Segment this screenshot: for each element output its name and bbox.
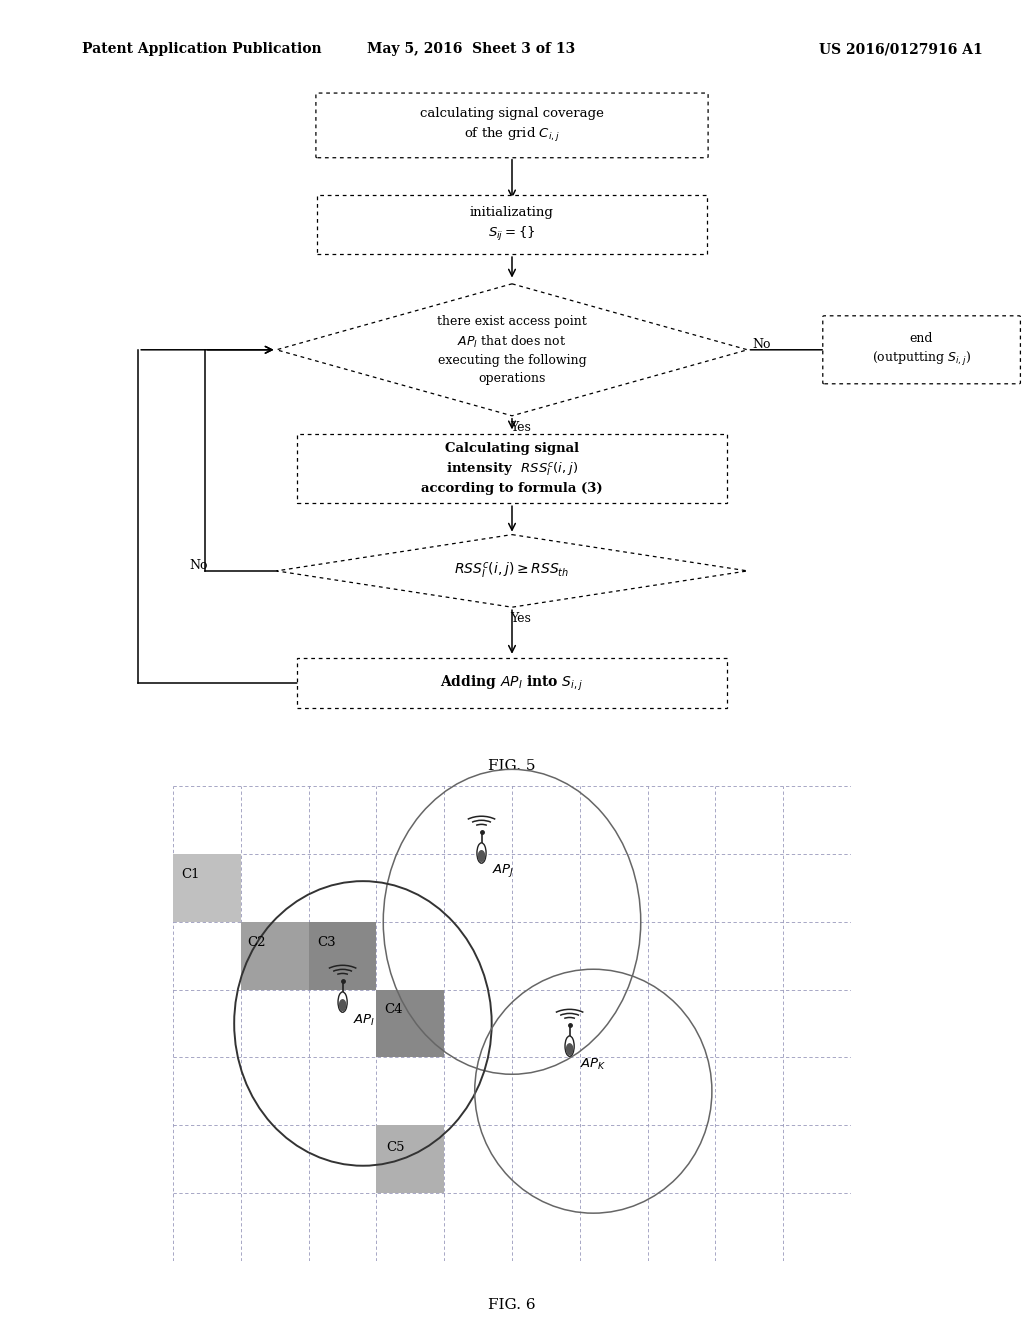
Ellipse shape: [477, 850, 485, 862]
Text: $AP_K$: $AP_K$: [580, 1056, 606, 1072]
Bar: [308, 921, 377, 990]
Ellipse shape: [477, 843, 486, 863]
Text: FIG. 6: FIG. 6: [488, 1298, 536, 1312]
Text: US 2016/0127916 A1: US 2016/0127916 A1: [819, 42, 983, 57]
Text: C3: C3: [316, 936, 336, 949]
Text: calculating signal coverage
of the grid $C_{i,j}$: calculating signal coverage of the grid …: [420, 107, 604, 144]
Bar: [377, 990, 444, 1057]
Text: C5: C5: [387, 1140, 406, 1154]
Text: $AP_I$: $AP_I$: [352, 1012, 375, 1027]
FancyBboxPatch shape: [315, 92, 709, 158]
Text: Yes: Yes: [510, 421, 530, 434]
Bar: [173, 854, 241, 921]
Text: $RSS_I^c(i,j) \geq RSS_{th}$: $RSS_I^c(i,j) \geq RSS_{th}$: [455, 561, 569, 581]
Text: Yes: Yes: [510, 612, 530, 624]
Text: initializating
$S_{ij}= \{\}$: initializating $S_{ij}= \{\}$: [470, 206, 554, 243]
Text: C1: C1: [181, 867, 200, 880]
Bar: [241, 921, 308, 990]
Text: there exist access point
$AP_I$ that does not
executing the following
operations: there exist access point $AP_I$ that doe…: [437, 315, 587, 384]
Text: C4: C4: [385, 1003, 403, 1016]
Text: May 5, 2016  Sheet 3 of 13: May 5, 2016 Sheet 3 of 13: [367, 42, 575, 57]
Text: $AP_J$: $AP_J$: [492, 862, 514, 879]
Text: end
(outputting $S_{i,j}$): end (outputting $S_{i,j}$): [872, 331, 971, 368]
FancyBboxPatch shape: [823, 315, 1020, 384]
Text: FIG. 5: FIG. 5: [488, 759, 536, 774]
Text: Adding $AP_I$ into $S_{i,j}$: Adding $AP_I$ into $S_{i,j}$: [440, 673, 584, 693]
Ellipse shape: [565, 1043, 573, 1055]
Text: Patent Application Publication: Patent Application Publication: [82, 42, 322, 57]
Text: No: No: [189, 560, 208, 572]
FancyBboxPatch shape: [317, 195, 707, 255]
Ellipse shape: [339, 999, 346, 1011]
Bar: [377, 1125, 444, 1193]
Polygon shape: [276, 535, 748, 607]
Ellipse shape: [565, 1036, 574, 1056]
FancyBboxPatch shape: [297, 659, 727, 708]
Ellipse shape: [338, 991, 347, 1012]
Polygon shape: [276, 284, 748, 416]
Text: Calculating signal
intensity  $RSS_I^c(i,j)$
according to formula (3): Calculating signal intensity $RSS_I^c(i,…: [421, 442, 603, 495]
Text: No: No: [753, 338, 771, 351]
Text: C2: C2: [248, 936, 266, 949]
FancyBboxPatch shape: [297, 434, 727, 503]
